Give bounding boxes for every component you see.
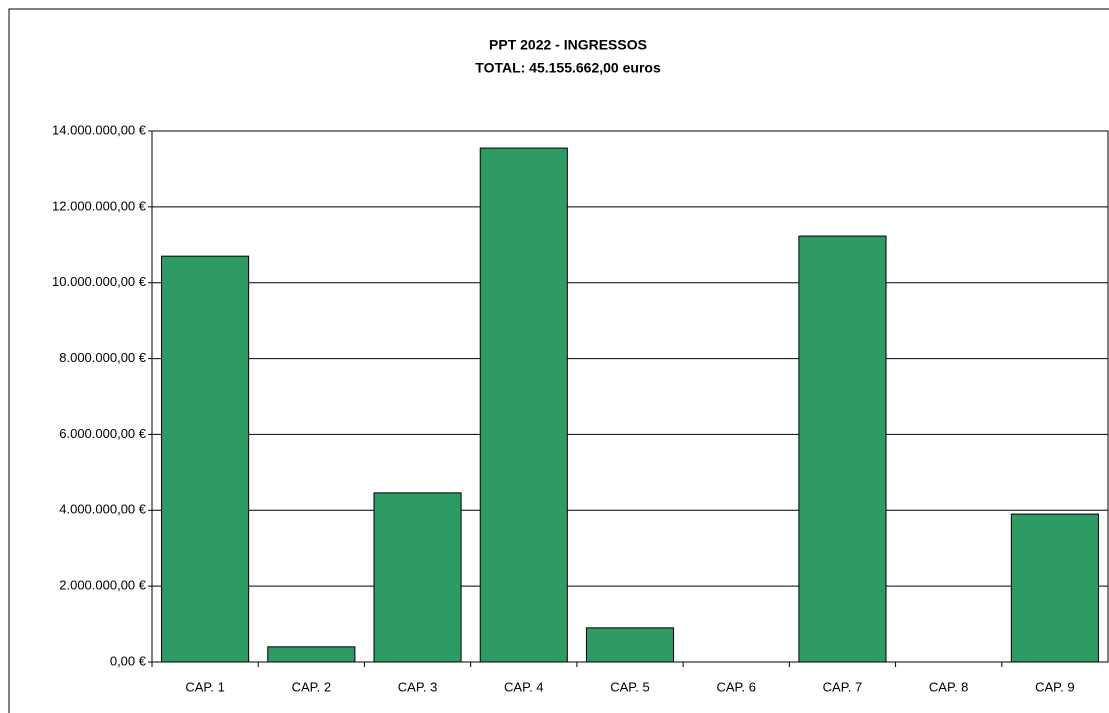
x-tick-label: CAP. 4: [504, 679, 544, 694]
y-tick-label: 10.000.000,00 €: [52, 274, 147, 289]
chart-title: PPT 2022 - INGRESSOS: [489, 37, 647, 53]
x-tick-label: CAP. 5: [610, 679, 650, 694]
x-tick-label: CAP. 9: [1035, 679, 1075, 694]
y-tick-label: 8.000.000,00 €: [59, 350, 147, 365]
x-tick-label: CAP. 3: [398, 679, 438, 694]
x-tick-label: CAP. 6: [716, 679, 756, 694]
bar: [798, 235, 887, 663]
x-tick-label: CAP. 8: [929, 679, 969, 694]
y-tick-label: 6.000.000,00 €: [59, 426, 147, 441]
chart-subtitle: TOTAL: 45.155.662,00 euros: [475, 60, 661, 76]
y-tick-label: 4.000.000,00 €: [59, 502, 147, 517]
plot-area: [151, 130, 1109, 663]
x-tick-label: CAP. 1: [185, 679, 225, 694]
bar: [373, 492, 462, 663]
y-tick-label: 12.000.000,00 €: [52, 198, 147, 213]
bar: [479, 147, 568, 663]
bar: [267, 646, 356, 663]
bar: [161, 255, 250, 663]
bar: [585, 627, 675, 663]
y-tick-label: 0,00 €: [110, 653, 147, 668]
x-tick-label: CAP. 7: [823, 679, 863, 694]
x-tick-label: CAP. 2: [292, 679, 332, 694]
bar: [1010, 513, 1099, 663]
y-tick-label: 2.000.000,00 €: [59, 578, 147, 593]
y-tick-label: 14.000.000,00 €: [52, 122, 147, 137]
